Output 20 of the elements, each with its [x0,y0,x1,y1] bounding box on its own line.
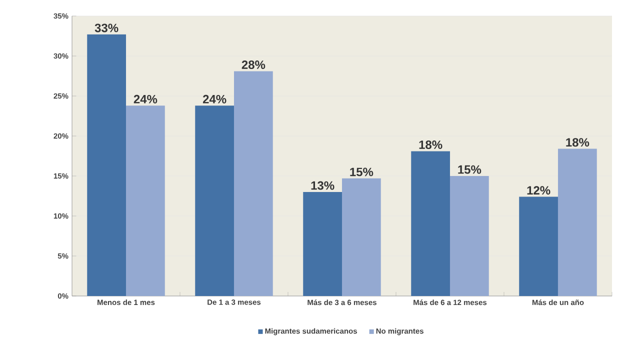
bar [126,106,165,296]
data-label: 33% [94,24,118,32]
data-label: 18% [566,138,590,147]
bar [234,71,273,296]
data-label: 18% [419,140,442,149]
data-label: 28% [242,60,266,69]
data-label: 12% [527,186,550,195]
data-label: 24% [134,94,158,104]
data-label: 24% [202,94,226,104]
bar [450,176,489,296]
bar [87,34,126,296]
data-label: 13% [311,181,334,190]
bar [303,192,342,296]
bar [558,148,597,296]
bar [195,106,234,296]
bar [519,196,558,296]
data-label: 15% [458,165,482,174]
bar [411,151,450,296]
data-label: 15% [350,168,374,176]
bar [342,178,381,296]
